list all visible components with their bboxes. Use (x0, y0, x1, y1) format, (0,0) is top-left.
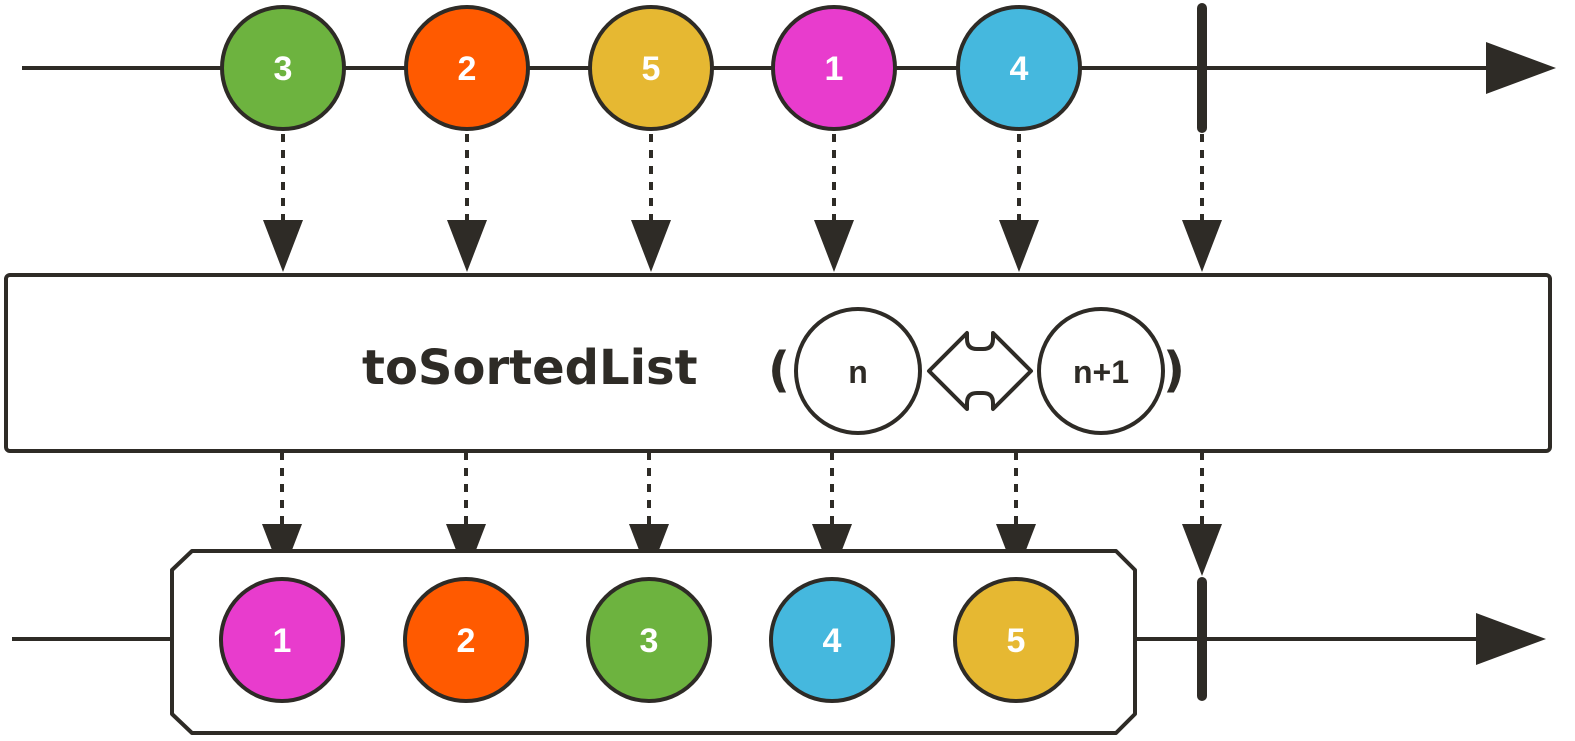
output-marble: 2 (403, 577, 529, 703)
arrow-down-icon (1182, 220, 1222, 272)
output-marble: 3 (586, 577, 712, 703)
input-marble-circle (956, 5, 1082, 131)
param-left-label: n (848, 354, 868, 390)
output-marble-label: 4 (823, 622, 842, 660)
output-marble-circle (219, 577, 345, 703)
output-timeline-arrow-icon (1476, 613, 1546, 665)
output-marble-circle (953, 577, 1079, 703)
input-marble: 2 (404, 5, 530, 131)
input-timeline-arrow-icon (1486, 42, 1556, 94)
input-marbles: 3 2 5 1 4 (220, 5, 1082, 131)
param-right-circle (1037, 307, 1165, 435)
input-marble-circle (588, 5, 714, 131)
input-marble-circle (771, 5, 897, 131)
operator-close-paren: ) (1163, 342, 1185, 398)
output-marbles: 1 2 3 4 5 (219, 577, 1079, 703)
dotted-arrow (1182, 452, 1222, 576)
output-marble-label: 3 (640, 622, 659, 660)
dotted-arrow (447, 134, 487, 272)
arrow-down-icon (999, 220, 1039, 272)
operator-box-frame (4, 273, 1552, 453)
arrow-down-icon (263, 220, 303, 272)
input-marble-circle (220, 5, 346, 131)
dotted-arrow (263, 134, 303, 272)
param-left-circle (794, 307, 922, 435)
output-marble: 5 (953, 577, 1079, 703)
input-marble-label: 2 (458, 50, 477, 88)
arrow-down-icon (447, 220, 487, 272)
arrow-down-icon (1182, 524, 1222, 576)
arrow-down-icon (631, 220, 671, 272)
operator-box: toSortedList ( n n+1 ) (4, 273, 1552, 453)
output-marble-circle (586, 577, 712, 703)
output-marble-circle (403, 577, 529, 703)
input-marble: 1 (771, 5, 897, 131)
output-marble-label: 2 (457, 622, 476, 660)
input-marble-label: 3 (274, 50, 293, 88)
dotted-arrow (814, 134, 854, 272)
input-marble-label: 4 (1010, 50, 1029, 88)
operator-name: toSortedList (362, 340, 698, 396)
output-marble-circle (769, 577, 895, 703)
input-to-operator-arrows (263, 134, 1222, 272)
output-marble-label: 5 (1007, 622, 1026, 660)
arrow-down-icon (814, 220, 854, 272)
dotted-arrow (1182, 134, 1222, 272)
output-marble: 4 (769, 577, 895, 703)
output-marble: 1 (219, 577, 345, 703)
input-marble: 3 (220, 5, 346, 131)
comparator-icon (927, 331, 1033, 411)
dotted-arrow (631, 134, 671, 272)
param-right-label: n+1 (1073, 354, 1129, 390)
input-marble-label: 1 (825, 50, 844, 88)
input-marble: 5 (588, 5, 714, 131)
output-marble-label: 1 (273, 622, 292, 660)
input-marble-circle (404, 5, 530, 131)
dotted-arrow (999, 134, 1039, 272)
operator-open-paren: ( (768, 342, 790, 398)
input-marble: 4 (956, 5, 1082, 131)
input-marble-label: 5 (642, 50, 661, 88)
